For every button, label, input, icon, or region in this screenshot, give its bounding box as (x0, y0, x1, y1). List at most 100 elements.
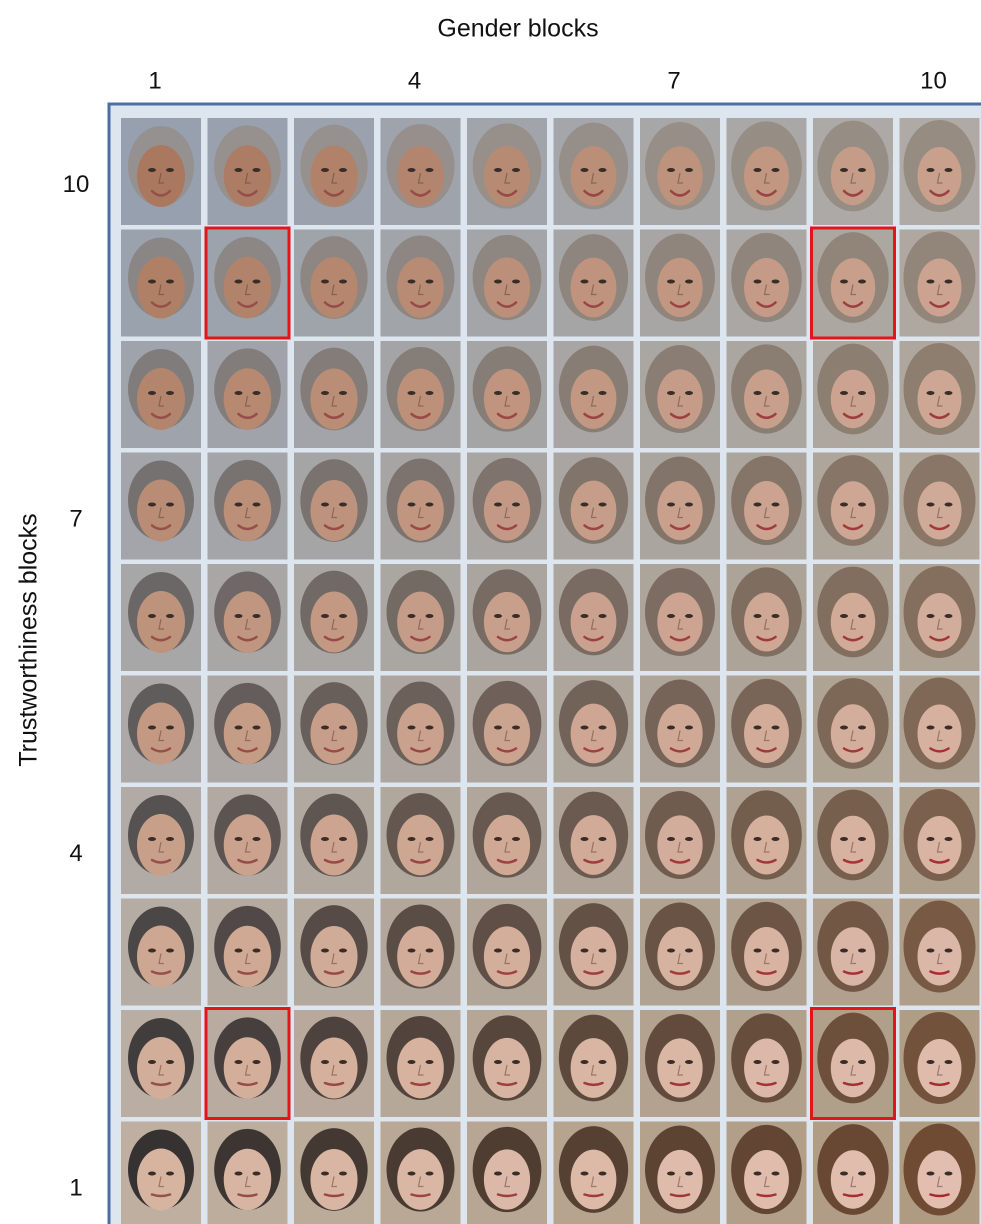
eye (599, 391, 607, 395)
face-cell (813, 564, 893, 671)
eye (945, 280, 953, 284)
face-cell (813, 341, 893, 448)
eye (148, 503, 156, 507)
face-cell (121, 118, 201, 225)
eye (426, 1172, 434, 1176)
face-cell (208, 676, 288, 783)
figure-title: Gender blocks (437, 15, 598, 43)
eye (512, 614, 520, 618)
eye (685, 726, 693, 730)
eye (840, 280, 848, 284)
eye (667, 1172, 675, 1176)
eye (945, 168, 953, 172)
face-cell (727, 1010, 807, 1117)
eye (408, 949, 416, 953)
column-label: 1 (148, 67, 161, 94)
eye (494, 1060, 502, 1064)
face-cell (294, 118, 374, 225)
eye (581, 1172, 589, 1176)
face-cell (294, 341, 374, 448)
page: {"header": {"title": "Gender blocks"}, "… (0, 0, 981, 1224)
y-axis-label: Trustworthiness blocks (15, 513, 43, 766)
face-cell (467, 899, 547, 1006)
eye (148, 1172, 156, 1176)
eye (321, 391, 329, 395)
face-cell (381, 787, 461, 894)
eye (772, 1172, 780, 1176)
eye (148, 1060, 156, 1064)
eye (667, 280, 675, 284)
face-cell (294, 564, 374, 671)
eye (166, 949, 174, 953)
face-cell (813, 1122, 893, 1224)
face-cell (640, 676, 720, 783)
eye (148, 949, 156, 953)
eye (858, 614, 866, 618)
eye (148, 391, 156, 395)
eye (494, 280, 502, 284)
eye (754, 391, 762, 395)
eye (685, 837, 693, 841)
eye (858, 949, 866, 953)
eye (339, 1172, 347, 1176)
eye (235, 391, 243, 395)
eye (599, 1172, 607, 1176)
eye (858, 1060, 866, 1064)
face-cell (900, 676, 980, 783)
eye (840, 949, 848, 953)
eye (253, 503, 261, 507)
face-cell (467, 1010, 547, 1117)
face-cell (727, 230, 807, 337)
eye (685, 280, 693, 284)
eye (581, 391, 589, 395)
face-cell (208, 1122, 288, 1224)
eye (408, 280, 416, 284)
face-cell (813, 899, 893, 1006)
eye (927, 949, 935, 953)
face-cell (208, 899, 288, 1006)
eye (408, 1172, 416, 1176)
eye (253, 726, 261, 730)
face-cell (727, 899, 807, 1006)
face-cell (554, 1122, 634, 1224)
eye (235, 726, 243, 730)
eye (927, 168, 935, 172)
face-cell (121, 1010, 201, 1117)
eye (754, 726, 762, 730)
eye (927, 503, 935, 507)
face-cell (727, 341, 807, 448)
eye (772, 280, 780, 284)
eye (426, 837, 434, 841)
face-cell (554, 230, 634, 337)
eye (235, 1060, 243, 1064)
eye (754, 168, 762, 172)
eye (321, 280, 329, 284)
eye (494, 1172, 502, 1176)
face-cell (727, 1122, 807, 1224)
eye (235, 949, 243, 953)
eye (945, 1172, 953, 1176)
face-cell (121, 453, 201, 560)
eye (235, 614, 243, 618)
eye (927, 1172, 935, 1176)
eye (858, 837, 866, 841)
eye (945, 391, 953, 395)
eye (426, 503, 434, 507)
eye (685, 614, 693, 618)
eye (512, 503, 520, 507)
face-cell (727, 787, 807, 894)
eye (148, 614, 156, 618)
face-cell (554, 676, 634, 783)
eye (858, 1172, 866, 1176)
eye (581, 1060, 589, 1064)
eye (166, 391, 174, 395)
eye (599, 1060, 607, 1064)
face-cell (554, 341, 634, 448)
eye (581, 837, 589, 841)
eye (253, 837, 261, 841)
face-cell (208, 341, 288, 448)
eye (494, 503, 502, 507)
eye (426, 168, 434, 172)
eye (667, 168, 675, 172)
eye (426, 391, 434, 395)
